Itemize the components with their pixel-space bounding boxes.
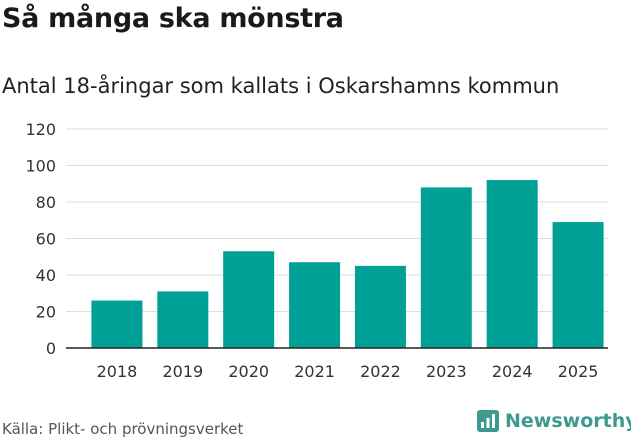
x-tick-label: 2019 [162, 362, 203, 381]
bar [354, 265, 406, 348]
x-tick-label: 2021 [294, 362, 335, 381]
x-tick-label: 2022 [360, 362, 401, 381]
y-tick-label: 100 [25, 157, 56, 176]
brand-logo: Newsworthy [476, 409, 631, 433]
bar-chart: 0 20 40 60 80 100 120 2018 2019 2020 2021 2022 2023 2… [25, 120, 608, 381]
x-tick-label: 2024 [492, 362, 533, 381]
chart-subtitle: Antal 18-åringar som kallats i Oskarsham… [2, 74, 560, 98]
y-tick-label: 80 [36, 193, 56, 212]
bar [420, 187, 472, 348]
bar [552, 222, 604, 348]
y-tick-label: 40 [36, 266, 56, 285]
bar [289, 262, 341, 348]
y-tick-label: 0 [46, 339, 56, 358]
y-tick-label: 20 [36, 303, 56, 322]
y-tick-label: 120 [25, 120, 56, 139]
brand-name: Newsworthy [505, 410, 631, 432]
x-tick-label: 2018 [97, 362, 138, 381]
bar [486, 180, 538, 348]
bar [157, 291, 209, 348]
bar [223, 251, 275, 348]
chart-title: Så många ska mönstra [2, 3, 344, 34]
y-tick-label: 60 [36, 230, 56, 249]
bar [91, 300, 143, 348]
x-tick-label: 2023 [426, 362, 467, 381]
x-tick-label: 2020 [228, 362, 269, 381]
x-tick-label: 2025 [558, 362, 599, 381]
source-note: Källa: Plikt- och prövningsverket [2, 420, 244, 438]
newsworthy-logo-icon [477, 410, 499, 432]
